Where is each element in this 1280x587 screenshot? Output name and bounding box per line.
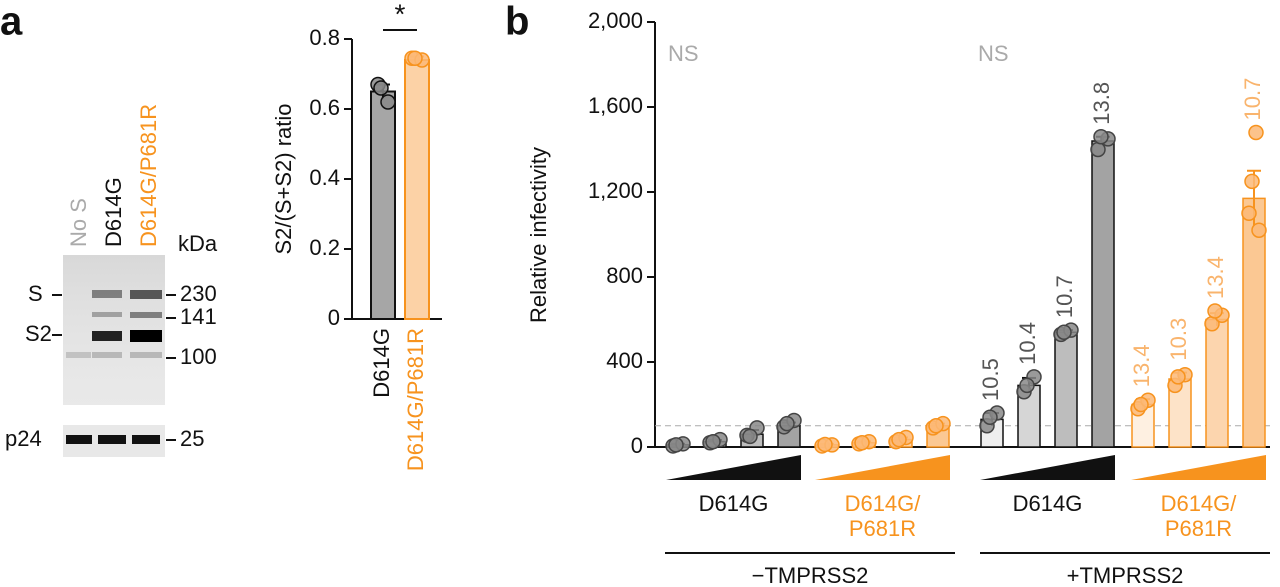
fold-change-label: 13.4 — [1203, 256, 1228, 299]
panel-label: a — [0, 0, 23, 44]
panel-label: b — [505, 0, 529, 44]
y-tick-label: 400 — [606, 348, 643, 373]
bar — [1205, 318, 1229, 448]
data-point — [380, 94, 396, 110]
data-point — [1244, 173, 1260, 190]
dose-triangle — [666, 455, 801, 480]
bar — [1091, 140, 1115, 448]
band-label: S2 — [25, 321, 52, 346]
data-point — [891, 431, 907, 448]
group-label: D614G — [699, 491, 769, 516]
fold-change-label: 10.3 — [1166, 318, 1191, 361]
dose-triangle — [980, 455, 1115, 480]
data-point — [373, 80, 389, 96]
ns-label: NS — [978, 41, 1009, 66]
y-tick-label: 1,600 — [588, 93, 643, 118]
condition-label: +TMPRSS2 — [1067, 563, 1184, 587]
group-label: D614G/ — [845, 491, 922, 516]
data-point — [779, 415, 795, 432]
data-point — [1019, 377, 1035, 394]
y-tick-label: 0.2 — [309, 235, 340, 260]
data-point — [1248, 124, 1264, 141]
fold-change-label: 10.7 — [1240, 78, 1265, 121]
group-label: D614G/ — [1161, 491, 1238, 516]
group-label: P681R — [849, 516, 916, 541]
marker-label: 25 — [180, 426, 204, 451]
x-tick-label: D614G/P681R — [403, 328, 428, 471]
band-label: S — [28, 281, 43, 306]
data-point — [1133, 396, 1149, 413]
y-tick-label: 0 — [631, 433, 643, 458]
marker-label: 100 — [180, 344, 217, 369]
data-point — [1170, 369, 1186, 385]
y-tick-label: 0.8 — [309, 25, 340, 50]
bar — [404, 59, 430, 320]
dose-triangle — [815, 455, 950, 480]
fold-change-label: 10.7 — [1052, 275, 1077, 318]
dose-triangle — [1131, 455, 1266, 480]
band-label: p24 — [5, 426, 42, 451]
y-tick-label: 800 — [606, 263, 643, 288]
lane-label: No S — [66, 198, 91, 247]
group-label: D614G — [1013, 491, 1083, 516]
ns-label: NS — [668, 41, 699, 66]
data-point — [1093, 129, 1109, 145]
data-point — [1241, 205, 1257, 221]
y-axis-label: S2/(S+S2) ratio — [271, 103, 296, 254]
condition-label: −TMPRSS2 — [752, 563, 869, 587]
y-tick-label: 2,000 — [588, 8, 643, 33]
data-point — [705, 433, 721, 450]
data-point — [1251, 222, 1267, 238]
y-tick-label: 0.6 — [309, 95, 340, 120]
fold-change-label: 10.5 — [978, 358, 1003, 401]
y-tick-label: 0 — [328, 305, 340, 330]
significance-label: * — [395, 0, 406, 29]
y-tick-label: 0.4 — [309, 165, 340, 190]
lane-label: D614G/P681R — [136, 104, 161, 247]
data-point — [668, 437, 684, 453]
data-point — [854, 435, 870, 451]
data-point — [1207, 303, 1223, 319]
bar — [370, 90, 396, 320]
bar — [1054, 331, 1078, 448]
data-point — [407, 50, 423, 66]
data-point — [742, 428, 758, 445]
fold-change-label: 10.4 — [1015, 322, 1040, 365]
data-point — [982, 409, 998, 425]
fold-change-label: 13.4 — [1129, 344, 1154, 387]
blot-image — [63, 255, 165, 457]
lane-label: D614G — [101, 177, 126, 247]
y-axis-label: Relative infectivity — [526, 147, 551, 323]
fold-change-label: 13.8 — [1089, 82, 1114, 125]
marker-label: 230 — [180, 281, 217, 306]
data-point — [1056, 324, 1072, 340]
unit-label: kDa — [178, 231, 218, 256]
data-point — [817, 436, 833, 453]
marker-label: 141 — [180, 304, 217, 329]
data-point — [928, 418, 944, 434]
group-label: P681R — [1165, 516, 1232, 541]
y-tick-label: 1,200 — [588, 178, 643, 203]
x-tick-label: D614G — [369, 328, 394, 398]
